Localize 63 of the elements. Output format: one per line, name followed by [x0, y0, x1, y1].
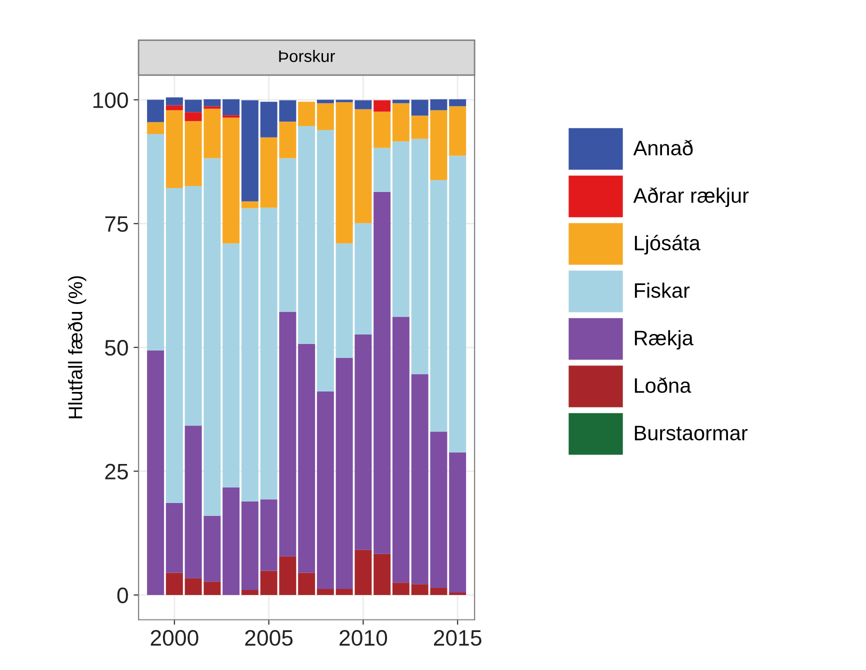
bar [449, 156, 466, 452]
bar [298, 572, 316, 595]
bar [392, 100, 410, 104]
y-tick-label: 75 [105, 216, 128, 232]
y-tick-label: 25 [105, 464, 128, 480]
bar [316, 391, 334, 590]
x-tick-label: 2015 [434, 630, 482, 646]
x-tick-label: 2005 [245, 630, 293, 646]
bar [298, 344, 316, 573]
bar [449, 452, 466, 593]
bar [166, 110, 183, 188]
bar [222, 488, 240, 595]
bar [184, 112, 202, 122]
bar [392, 582, 410, 595]
bar [374, 112, 391, 148]
legend-label: Annað [633, 140, 693, 156]
bar [166, 188, 183, 503]
y-tick-label: 0 [117, 588, 128, 604]
bar [392, 103, 410, 142]
bar [166, 105, 183, 110]
bar [298, 126, 316, 344]
bar [241, 501, 258, 590]
bar [222, 115, 240, 118]
bar [316, 589, 334, 595]
legend-label: Fiskar [634, 282, 690, 298]
bar [374, 100, 391, 112]
bar [449, 106, 466, 156]
bar [147, 350, 164, 595]
bar [392, 316, 410, 583]
bar [147, 122, 164, 134]
legend-label: Loðna [634, 377, 692, 393]
bar [374, 554, 391, 595]
bar [449, 99, 466, 106]
bar [222, 243, 240, 488]
bar [166, 502, 183, 573]
bar [147, 134, 164, 350]
bar [166, 572, 183, 595]
bar [241, 590, 258, 595]
bar [298, 102, 316, 126]
bar [222, 118, 240, 244]
bar [241, 208, 258, 502]
chart-title: Þorskur [279, 50, 335, 62]
legend-label: Ljósáta [634, 234, 700, 255]
bar [147, 100, 164, 122]
bar [316, 100, 334, 104]
legend-label: Rækja [634, 330, 694, 350]
bar [241, 201, 258, 208]
bar [204, 106, 221, 109]
bar [316, 130, 334, 392]
y-tick-label: 100 [93, 92, 128, 108]
legend-label: Aðrar rækjur [633, 187, 749, 208]
y-tick-label: 50 [105, 340, 128, 356]
y-axis-title: Hlutfall fæðu (%) [68, 276, 86, 418]
bar [316, 103, 334, 130]
x-tick-label: 2000 [150, 630, 198, 646]
legend-label: Burstaormar [634, 426, 748, 440]
bar [392, 141, 410, 317]
bar [222, 99, 240, 116]
bar [166, 97, 183, 106]
bar [241, 100, 258, 202]
bar [374, 148, 391, 192]
x-tick-label: 2010 [340, 630, 388, 646]
bar [374, 192, 391, 554]
